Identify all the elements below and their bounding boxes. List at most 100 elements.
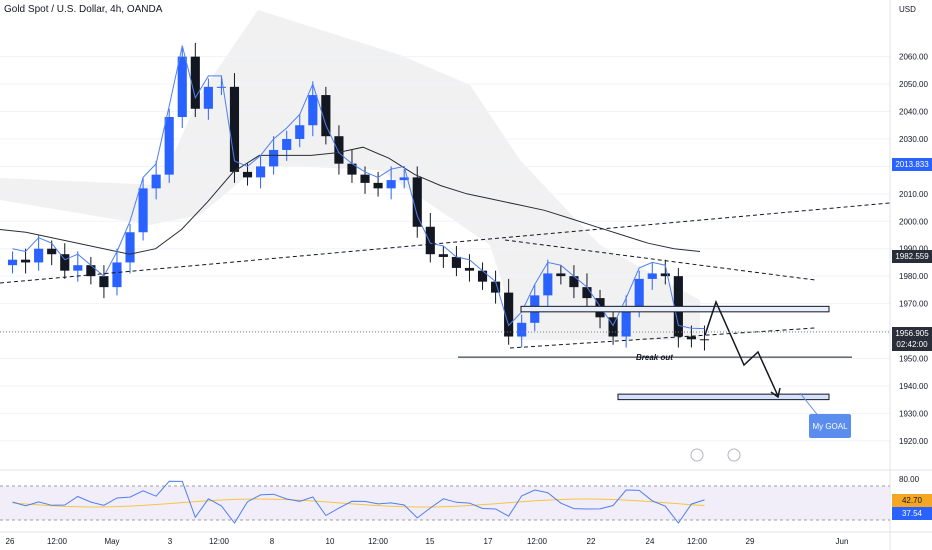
ema-line — [12, 45, 705, 330]
candle-body — [464, 267, 475, 271]
time-axis: 26 12:00 May 3 12:00 8 10 12:00 15 17 12:00 22 24 12:… — [0, 531, 932, 546]
candle-body — [504, 292, 514, 337]
candle-body — [242, 171, 253, 178]
price-tag-upper: 2013.833 — [892, 158, 932, 171]
y-tick-label: 1990.00 — [899, 245, 928, 254]
candle-body — [308, 95, 318, 126]
candle-body — [203, 86, 213, 109]
candle-body — [229, 86, 240, 172]
x-tick-label: 12:00 — [527, 537, 548, 546]
x-tick-label: 15 — [426, 537, 435, 546]
x-tick-label: 24 — [646, 537, 655, 546]
candle-body — [477, 270, 488, 282]
y-tick-label: 1930.00 — [899, 409, 928, 418]
candle-body — [647, 273, 657, 279]
x-tick-label: 12:00 — [47, 537, 68, 546]
candle-body — [569, 276, 579, 288]
candle-body — [491, 281, 501, 293]
rsi-tag-a: 42.70 — [892, 494, 932, 507]
candle-body — [360, 174, 370, 183]
x-tick-label: 17 — [484, 537, 493, 546]
cloud-area — [0, 10, 700, 340]
candle-body — [321, 95, 331, 137]
candle-body — [99, 276, 109, 288]
candle-body — [621, 309, 631, 337]
candle-body — [543, 273, 553, 296]
goal-callout-pointer — [799, 392, 821, 419]
rsi-pane: 80.00 — [0, 469, 932, 524]
candle-body — [86, 265, 96, 277]
candle-body — [412, 177, 422, 227]
candle-body — [425, 226, 435, 255]
candle-body — [282, 138, 292, 150]
candle-body — [60, 254, 70, 271]
flag-icon — [727, 448, 741, 462]
trendline-falling — [504, 239, 816, 281]
candle-body — [634, 278, 644, 310]
x-tick-label: Jun — [836, 537, 849, 546]
projection-path — [704, 299, 779, 397]
candle-body — [347, 163, 357, 175]
price-gridlines — [0, 56, 890, 442]
candle-body — [151, 174, 161, 189]
candle-body — [256, 166, 266, 178]
x-tick-label: 8 — [270, 537, 275, 546]
candle-body — [138, 188, 148, 233]
x-tick-label: 12:00 — [687, 537, 708, 546]
rsi-tag-b: 37.54 — [892, 507, 932, 520]
candle-body — [21, 259, 31, 263]
x-tick-label: 22 — [587, 537, 596, 546]
candle-body — [125, 232, 135, 263]
candle-body — [295, 125, 305, 139]
candle-body — [177, 56, 187, 118]
candle-body — [73, 265, 83, 271]
x-tick-label: 3 — [168, 537, 173, 546]
candle-body — [216, 86, 226, 88]
candle-body — [373, 182, 383, 189]
price-tag-current: 1956.905 — [892, 327, 932, 340]
candle-body — [556, 273, 566, 277]
y-tick-label: 1920.00 — [899, 437, 928, 446]
currency-label: USD — [899, 5, 916, 14]
candle-body — [190, 56, 200, 109]
rsi-line — [12, 480, 705, 524]
drawing-overlays: Break out — [0, 202, 891, 462]
y-tick-label: 1980.00 — [899, 272, 928, 281]
candle-body — [34, 248, 44, 263]
x-tick-label: 26 — [6, 537, 15, 546]
projection-arrowhead — [770, 387, 781, 399]
price-countdown: 02:42:00 — [892, 338, 932, 351]
candle-body — [582, 287, 592, 299]
price-tag-level: 1982.559 — [892, 250, 932, 263]
candle-body — [334, 136, 344, 164]
y-tick-label: 1950.00 — [899, 354, 928, 363]
candle-body — [438, 254, 448, 257]
goal-zone — [617, 393, 830, 401]
rsi-band — [0, 486, 890, 520]
trendline-support — [509, 327, 816, 349]
candle-body — [517, 322, 527, 337]
candle-body — [399, 177, 409, 181]
candle-body — [386, 180, 396, 189]
x-tick-label: 12:00 — [368, 537, 389, 546]
ichimoku-cloud — [0, 10, 700, 340]
y-tick-label: 2040.00 — [899, 108, 928, 117]
candle-body — [112, 262, 122, 288]
y-tick-label: 1970.00 — [899, 300, 928, 309]
y-tick-label: 1940.00 — [899, 382, 928, 391]
chart-title: Gold Spot / U.S. Dollar, 4h, OANDA — [4, 4, 163, 15]
candle-body — [164, 117, 174, 175]
candle-body — [47, 248, 57, 255]
lightning-icon — [690, 448, 704, 462]
y-tick-label: 2060.00 — [899, 53, 928, 62]
y-tick-label: 2000.00 — [899, 217, 928, 226]
candle-body — [7, 259, 18, 266]
candle-body — [608, 317, 618, 337]
price-axis: USD2060.002050.002040.002030.002020.0020… — [889, 0, 928, 550]
y-tick-label: 2010.00 — [899, 190, 928, 199]
x-tick-label: 10 — [326, 537, 335, 546]
breakout-label: Break out — [636, 353, 673, 362]
y-tick-label: 2050.00 — [899, 80, 928, 89]
goal-callout[interactable]: My GOAL — [809, 414, 851, 438]
